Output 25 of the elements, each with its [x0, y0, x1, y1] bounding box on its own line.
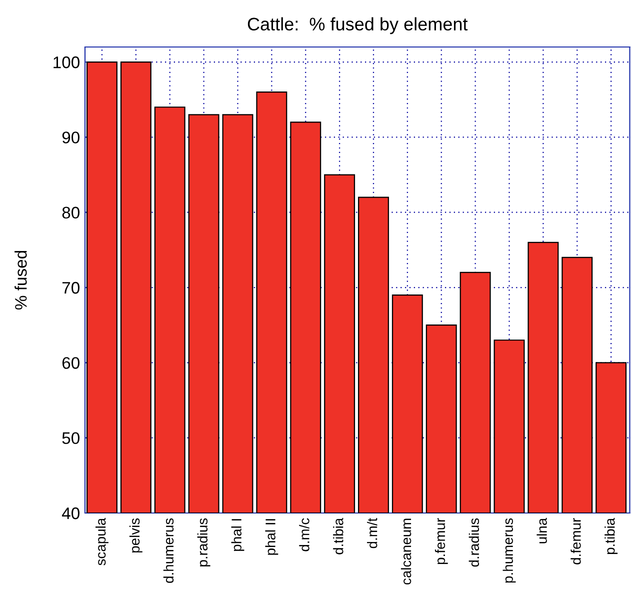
y-tick-label: 80 — [62, 206, 80, 219]
y-tick-label: 50 — [62, 432, 80, 444]
x-tick-label: d.humerus — [163, 518, 174, 583]
x-tick-label: phal I — [231, 519, 244, 551]
y-tick-label: 70 — [62, 282, 80, 294]
y-tick-label: 100 — [54, 56, 80, 68]
x-tick-label: d.radius — [468, 518, 480, 567]
x-tick-label: d.femur — [570, 518, 581, 564]
x-tick-label: scapula — [95, 518, 108, 566]
x-tick-label: d.m/t — [367, 518, 378, 548]
x-tick-label: phal II — [265, 519, 278, 555]
x-tick-label: ulna — [536, 518, 547, 544]
y-axis-title: % fused — [14, 250, 27, 310]
x-tick-label: p.femur — [434, 518, 448, 564]
y-tick-label: 40 — [62, 507, 80, 520]
x-tick-label: p.radius — [197, 518, 210, 566]
y-tick-label: 60 — [62, 357, 80, 369]
x-tick-label: d.tibia — [333, 518, 344, 554]
x-tick-label: p.tibia — [604, 518, 618, 554]
x-tick-label: d.m/c — [299, 518, 310, 552]
x-tick-label: calcaneum — [400, 518, 412, 584]
x-tick-label: p.humerus — [502, 518, 516, 583]
chart-title: Cattle: % fused by element — [248, 17, 468, 34]
x-tick-label: pelvis — [129, 518, 142, 552]
y-tick-label: 90 — [62, 132, 80, 144]
